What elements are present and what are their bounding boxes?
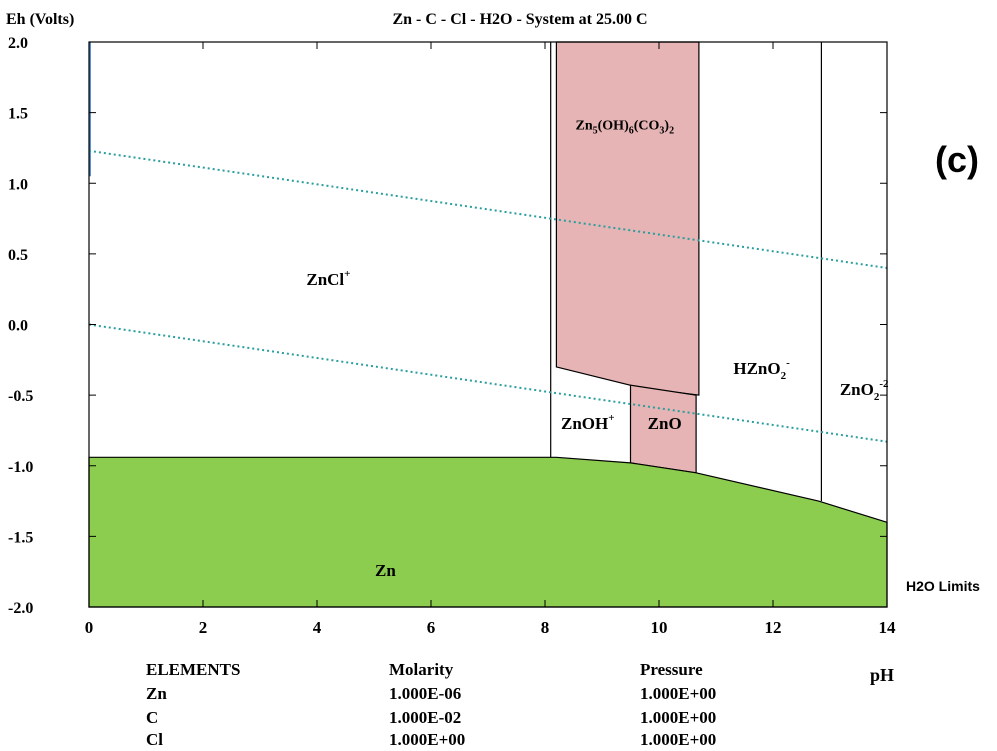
region-label-zn: Zn xyxy=(375,561,396,580)
table-row-pressure: 1.000E+00 xyxy=(640,684,717,703)
table-row-pressure: 1.000E+00 xyxy=(640,730,717,749)
region-label-zncl-: ZnCl+ xyxy=(306,268,350,289)
region-label-zno2-2: ZnO2-2 xyxy=(840,378,889,403)
x-axis-label: pH xyxy=(870,665,894,685)
water-limit-line xyxy=(88,323,888,443)
x-tick-label: 6 xyxy=(427,618,436,637)
table-row-molarity: 1.000E-06 xyxy=(389,684,462,703)
y-tick-label: -0.5 xyxy=(8,388,33,405)
table-row-element: C xyxy=(146,708,159,727)
table-header-pressure: Pressure xyxy=(640,660,703,679)
table-header-elements: ELEMENTS xyxy=(146,660,241,679)
region-fills xyxy=(88,41,888,608)
chart-title: Zn - C - Cl - H2O - System at 25.00 C xyxy=(392,11,647,28)
table-row-element: Cl xyxy=(146,730,163,749)
axis-ticks: 2.0 1.5 1.0 0.5 0.0 -0.5 -1.0 -1.5 -2.0 0 2 4 6 8 10 12… xyxy=(8,35,896,637)
water-limit-line xyxy=(88,149,888,269)
panel-label: (c) xyxy=(935,139,979,180)
table-row-molarity: 1.000E+00 xyxy=(389,730,466,749)
y-tick-label: 2.0 xyxy=(8,35,28,52)
water-limit-lines xyxy=(88,149,888,443)
region-zn5-oh-6-co3-2-area xyxy=(555,41,700,396)
y-tick-label: 0.0 xyxy=(8,318,28,335)
x-tick-label: 8 xyxy=(541,618,550,637)
region-label-zn5-oh-6-co3-2: Zn5(OH)6(CO3)2 xyxy=(576,119,675,137)
y-tick-label: -1.5 xyxy=(8,529,33,546)
table-header-molarity: Molarity xyxy=(389,660,454,679)
table-row-molarity: 1.000E-02 xyxy=(389,708,462,727)
x-tick-label: 14 xyxy=(879,618,897,637)
boundary-lines xyxy=(89,42,823,502)
table-row-element: Zn xyxy=(146,684,167,703)
y-tick-label: -1.0 xyxy=(8,459,33,476)
y-tick-label: -2.0 xyxy=(8,600,33,617)
region-label-zno: ZnO xyxy=(648,414,682,433)
h2o-limits-label: H2O Limits xyxy=(906,578,980,594)
x-tick-label: 2 xyxy=(199,618,208,637)
y-tick-label: 1.0 xyxy=(8,176,28,193)
x-tick-label: 12 xyxy=(765,618,782,637)
region-label-znoh-: ZnOH+ xyxy=(561,412,615,433)
x-tick-label: 10 xyxy=(651,618,668,637)
y-tick-label: 0.5 xyxy=(8,247,28,264)
x-tick-label: 4 xyxy=(313,618,322,637)
y-axis-label: Eh (Volts) xyxy=(6,11,74,28)
region-labels: ZnCl+ Zn5(OH)6(CO3)2 ZnO ZnOH+ HZnO2- ZnO2-2 Z… xyxy=(306,119,889,580)
table-row-pressure: 1.000E+00 xyxy=(640,708,717,727)
y-tick-label: 1.5 xyxy=(8,106,28,123)
x-tick-label: 0 xyxy=(85,618,94,637)
region-zn-area xyxy=(88,456,888,608)
region-label-hzno2-: HZnO2- xyxy=(733,357,790,382)
